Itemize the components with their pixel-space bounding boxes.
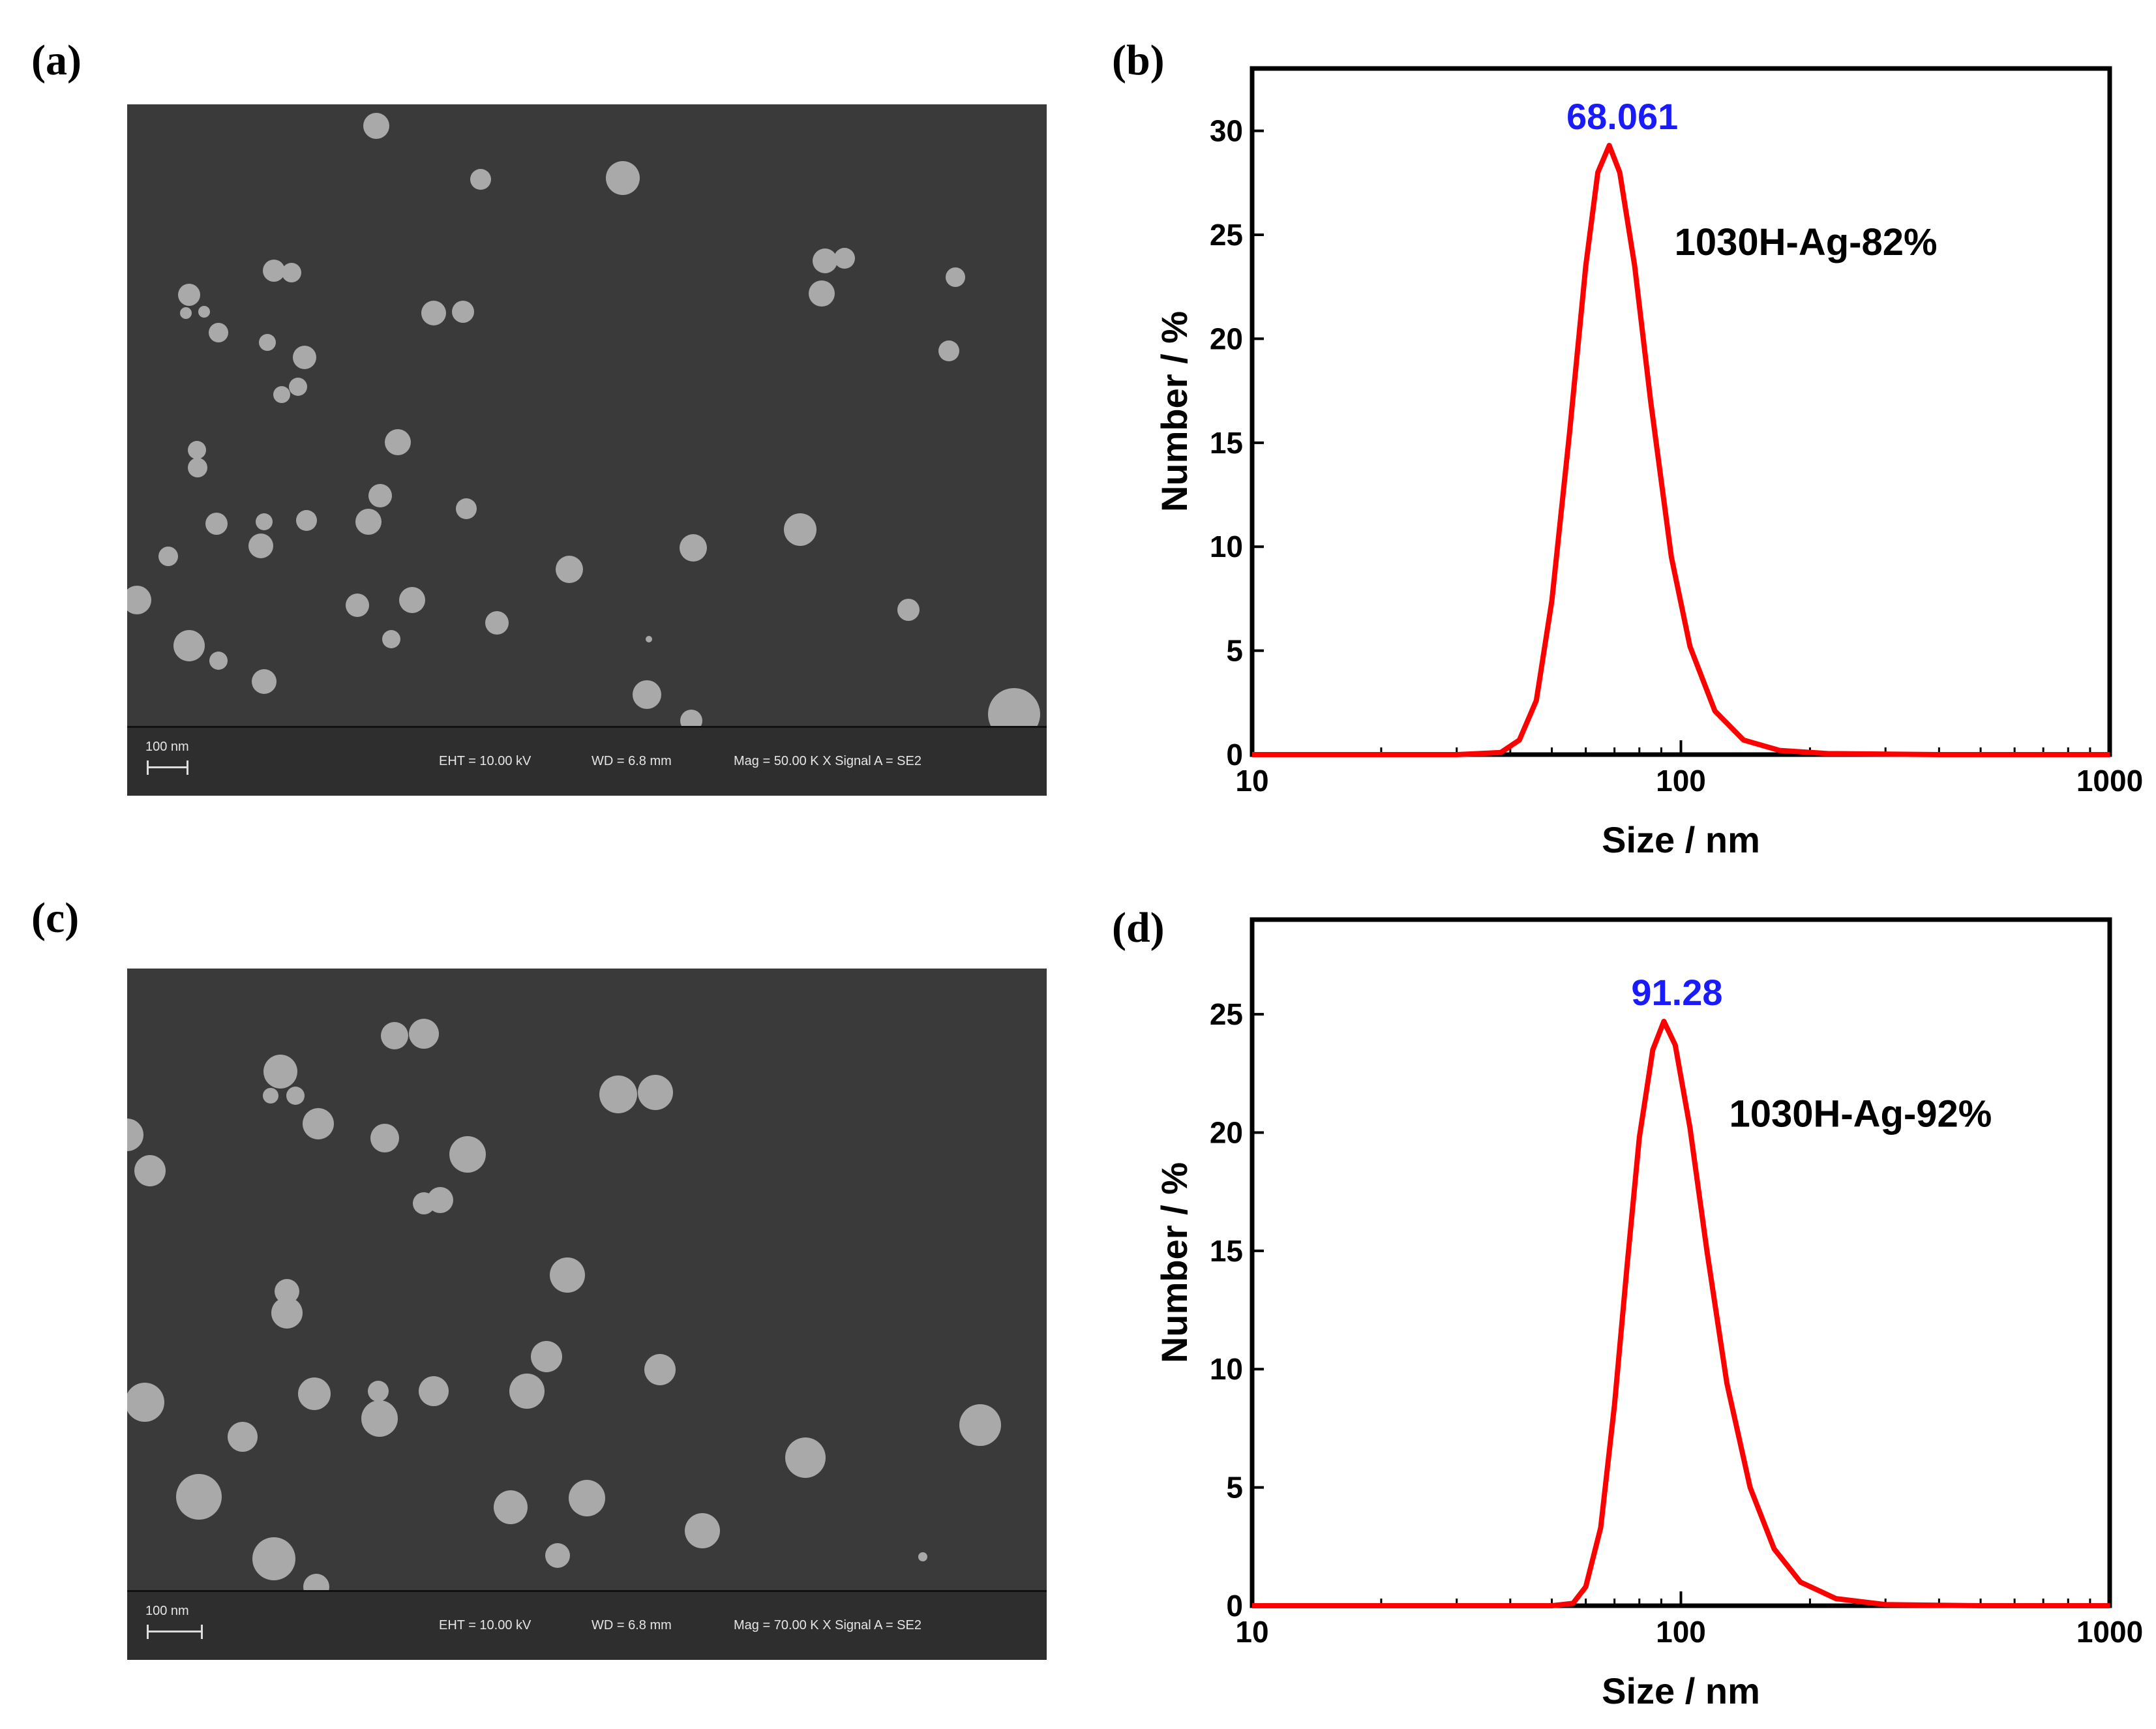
- y-axis-label: Number / %: [1154, 311, 1195, 512]
- eht-text-c: EHT = 10.00 kV: [439, 1618, 532, 1632]
- series-label: 1030H-Ag-82%: [1675, 221, 1938, 263]
- y-tick-label: 15: [1210, 426, 1243, 460]
- chart-b: 0 5 10 15 20 25 30 10 100 1000 Size / nm Number / %…: [1154, 66, 2143, 860]
- wd-text-a: WD = 6.8 mm: [591, 754, 672, 768]
- sem-image-c: 100 nm EHT = 10.00 kV WD = 6.8 mm Mag = …: [127, 969, 1047, 1660]
- data-curve: [1252, 1019, 2110, 1608]
- sem-info-bar-c: 100 nm EHT = 10.00 kV WD = 6.8 mm Mag = …: [127, 1590, 1047, 1660]
- mag-text-a: Mag = 50.00 K X Signal A = SE2: [734, 754, 921, 768]
- eht-text-a: EHT = 10.00 kV: [439, 754, 532, 768]
- y-tick-label: 25: [1210, 218, 1243, 252]
- x-axis-label: Size / nm: [1602, 1670, 1760, 1711]
- scale-text-a: 100 nm: [145, 740, 189, 754]
- y-tick-label: 5: [1226, 634, 1243, 668]
- y-tick-label: 30: [1210, 114, 1243, 148]
- y-tick-label: 15: [1210, 1234, 1243, 1268]
- scale-text-c: 100 nm: [145, 1604, 189, 1618]
- x-tick-label: 1000: [2076, 764, 2143, 798]
- y-tick-label: 10: [1210, 530, 1243, 564]
- panel-label-c: (c): [31, 894, 80, 942]
- panel-label-d: (d): [1112, 904, 1165, 952]
- x-tick-label: 10: [1235, 1615, 1268, 1649]
- x-tick-label: 1000: [2076, 1615, 2143, 1649]
- panel-label-b: (b): [1112, 37, 1165, 84]
- plot-frame: [1250, 66, 2112, 757]
- data-curve: [1252, 143, 2110, 757]
- y-tick-label: 20: [1210, 1115, 1243, 1149]
- x-axis-label: Size / nm: [1602, 819, 1760, 860]
- peak-value-label: 91.28: [1631, 972, 1722, 1013]
- panel-label-a: (a): [31, 37, 82, 84]
- y-tick-label: 5: [1226, 1471, 1243, 1505]
- y-axis-label: Number / %: [1154, 1162, 1195, 1363]
- y-tick-label: 0: [1226, 1589, 1243, 1623]
- y-tick-label: 25: [1210, 997, 1243, 1031]
- y-tick-label: 0: [1226, 738, 1243, 772]
- scale-bar-a: [147, 760, 188, 775]
- series-label: 1030H-Ag-92%: [1729, 1092, 1992, 1135]
- peak-value-label: 68.061: [1566, 96, 1678, 137]
- y-tick-label: 10: [1210, 1352, 1243, 1386]
- wd-text-c: WD = 6.8 mm: [591, 1618, 672, 1632]
- sem-image-a: 100 nm EHT = 10.00 kV WD = 6.8 mm Mag = …: [127, 104, 1047, 796]
- plot-frame: [1250, 917, 2112, 1608]
- x-tick-label: 100: [1656, 1615, 1706, 1649]
- mag-text-c: Mag = 70.00 K X Signal A = SE2: [734, 1618, 921, 1632]
- y-tick-label: 20: [1210, 322, 1243, 355]
- x-tick-label: 10: [1235, 764, 1268, 798]
- chart-d: 0 5 10 15 20 25 10 100 1000 Size / nm Number / % 91…: [1154, 917, 2143, 1711]
- scale-bar-c: [147, 1625, 203, 1639]
- sem-info-bar-a: 100 nm EHT = 10.00 kV WD = 6.8 mm Mag = …: [127, 726, 1047, 796]
- x-tick-label: 100: [1656, 764, 1706, 798]
